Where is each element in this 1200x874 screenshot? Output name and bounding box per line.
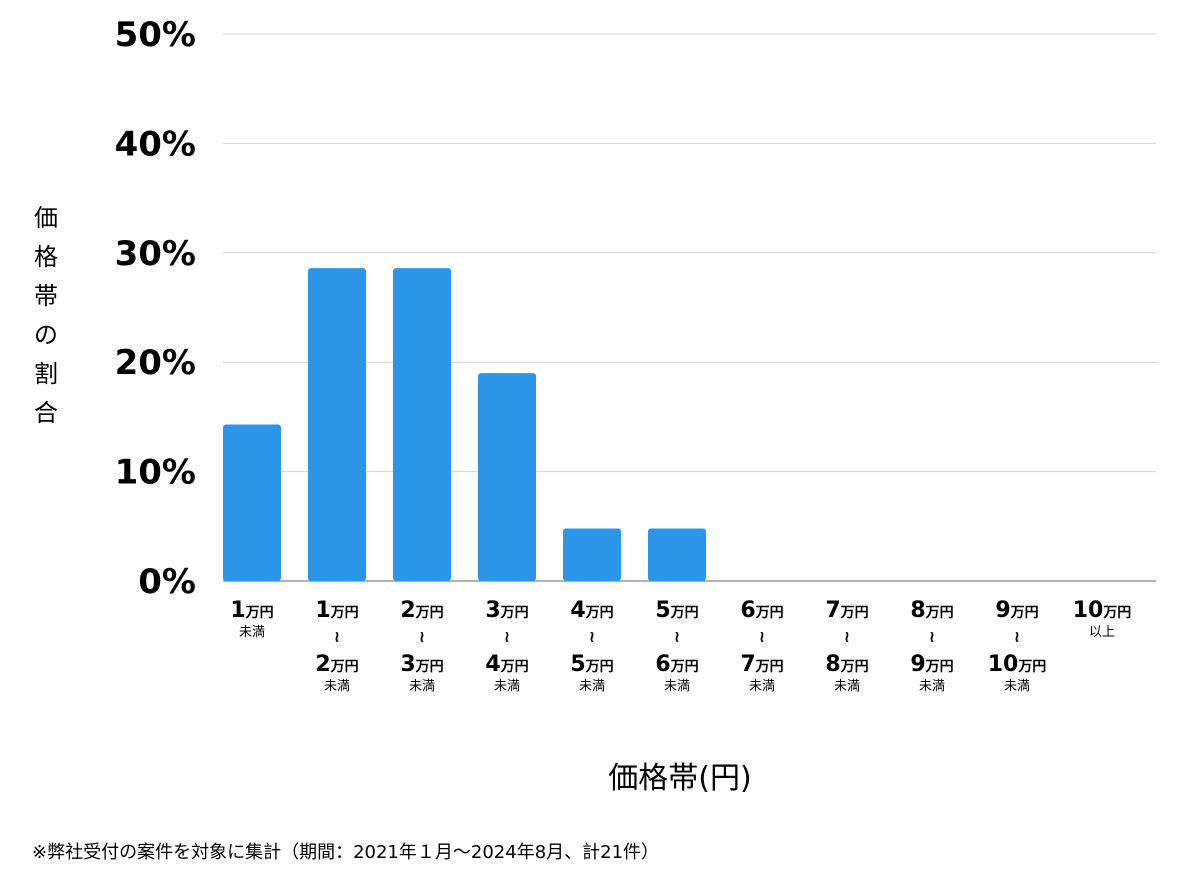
- x-tick-range-symbol: ≀: [419, 627, 425, 646]
- x-tick-range-symbol: ≀: [674, 627, 680, 646]
- x-tick-range-symbol: ≀: [759, 627, 765, 646]
- x-tick-suffix: 未満: [579, 679, 605, 694]
- x-tick-suffix: 未満: [664, 679, 690, 694]
- x-tick-suffix: 未満: [919, 679, 945, 694]
- x-tick-to: 6万円: [655, 652, 698, 677]
- x-tick-to: 3万円: [400, 652, 443, 677]
- y-axis-label: 価格帯の割合: [34, 204, 58, 427]
- y-axis-label-text: 価格帯の割合: [34, 204, 58, 427]
- x-axis-ticks: 1万円未満1万円≀2万円未満2万円≀3万円未満3万円≀4万円未満4万円≀5万円未…: [230, 598, 1131, 694]
- x-tick-range-symbol: ≀: [844, 627, 850, 646]
- x-tick-suffix: 未満: [239, 625, 265, 640]
- bars: [223, 268, 706, 581]
- x-tick-suffix: 未満: [1004, 679, 1030, 694]
- x-tick-from: 7万円: [825, 598, 868, 623]
- x-tick-from: 4万円: [570, 598, 613, 623]
- x-tick-range-symbol: ≀: [1014, 627, 1020, 646]
- x-tick-to: 9万円: [910, 652, 953, 677]
- x-tick-suffix: 未満: [494, 679, 520, 694]
- x-tick-range-symbol: ≀: [929, 627, 935, 646]
- gridlines: [223, 33, 1156, 582]
- x-tick-suffix: 未満: [324, 679, 350, 694]
- bar: [308, 268, 366, 581]
- x-tick-suffix: 未満: [834, 679, 860, 694]
- x-tick-suffix: 未満: [409, 679, 435, 694]
- x-tick-suffix: 未満: [749, 679, 775, 694]
- x-tick-from: 9万円: [995, 598, 1038, 623]
- x-tick-to: 4万円: [485, 652, 528, 677]
- y-tick-label: 40%: [115, 124, 196, 164]
- bar: [563, 528, 621, 581]
- bar: [478, 373, 536, 581]
- x-tick-to: 5万円: [570, 652, 613, 677]
- bar: [223, 424, 281, 581]
- y-axis-ticks: 0% 10% 20% 30% 40% 50%: [115, 15, 196, 602]
- x-tick-from: 6万円: [740, 598, 783, 623]
- y-tick-label: 10%: [115, 453, 196, 493]
- x-axis-label: 価格帯(円): [608, 761, 751, 796]
- x-tick-to: 8万円: [825, 652, 868, 677]
- x-tick-from: 5万円: [655, 598, 698, 623]
- x-tick-from: 1万円: [315, 598, 358, 623]
- x-tick-range-symbol: ≀: [589, 627, 595, 646]
- y-tick-label: 50%: [115, 15, 196, 55]
- footnote: ※弊社受付の案件を対象に集計（期間：2021年１月〜2024年8月、計21件）: [32, 842, 660, 863]
- bar: [393, 268, 451, 581]
- y-tick-label: 20%: [115, 343, 196, 383]
- bar: [648, 528, 706, 581]
- x-tick-from: 3万円: [485, 598, 528, 623]
- x-tick-range-symbol: ≀: [504, 627, 510, 646]
- x-tick-from: 1万円: [230, 598, 273, 623]
- y-tick-label: 30%: [115, 234, 196, 274]
- x-tick-to: 7万円: [740, 652, 783, 677]
- x-tick-range-symbol: ≀: [334, 627, 340, 646]
- bar-chart: 0%10%20%30%40%50% 1万円未満1万円≀2万円未満2万円≀3万円未…: [34, 15, 1156, 796]
- x-tick-to: 2万円: [315, 652, 358, 677]
- y-tick-label: 0%: [138, 562, 196, 602]
- x-tick-from: 2万円: [400, 598, 443, 623]
- x-tick-from: 8万円: [910, 598, 953, 623]
- x-tick-to: 10万円: [988, 652, 1047, 677]
- x-tick-from: 10万円: [1073, 598, 1132, 623]
- x-tick-suffix: 以上: [1089, 625, 1115, 640]
